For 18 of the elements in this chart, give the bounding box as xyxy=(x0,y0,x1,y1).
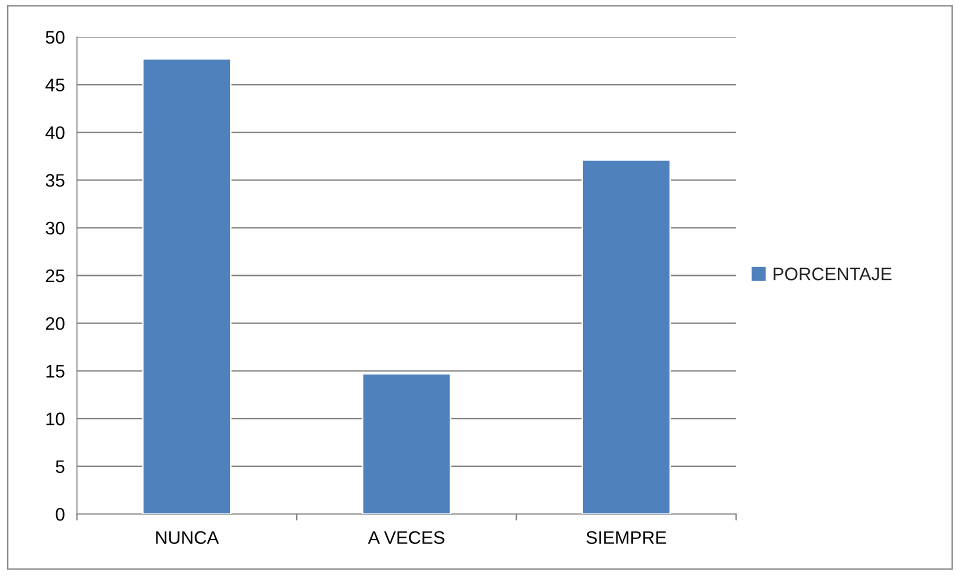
y-tick-label: 35 xyxy=(46,174,64,187)
y-tick-label: 5 xyxy=(56,460,64,474)
y-tick-label: 15 xyxy=(46,365,64,378)
y-tick-label: 20 xyxy=(46,317,64,330)
y-tick-label: 10 xyxy=(46,412,64,426)
y-tick-label: 45 xyxy=(45,78,64,92)
legend-label: PORCENTAJE xyxy=(774,268,892,280)
y-tick-label: 0 xyxy=(56,508,64,521)
bar xyxy=(142,58,232,514)
bar xyxy=(362,373,452,514)
y-tick-label: 50 xyxy=(46,30,64,44)
y-tick-label: 30 xyxy=(46,222,64,235)
y-tick-label: 40 xyxy=(45,126,64,140)
x-tick-label: SIEMPRE xyxy=(586,531,666,544)
bar xyxy=(582,159,671,514)
x-tick-label: A VECES xyxy=(368,531,444,544)
x-tick-label: NUNCA xyxy=(156,531,219,544)
y-tick-label: 25 xyxy=(46,269,64,282)
